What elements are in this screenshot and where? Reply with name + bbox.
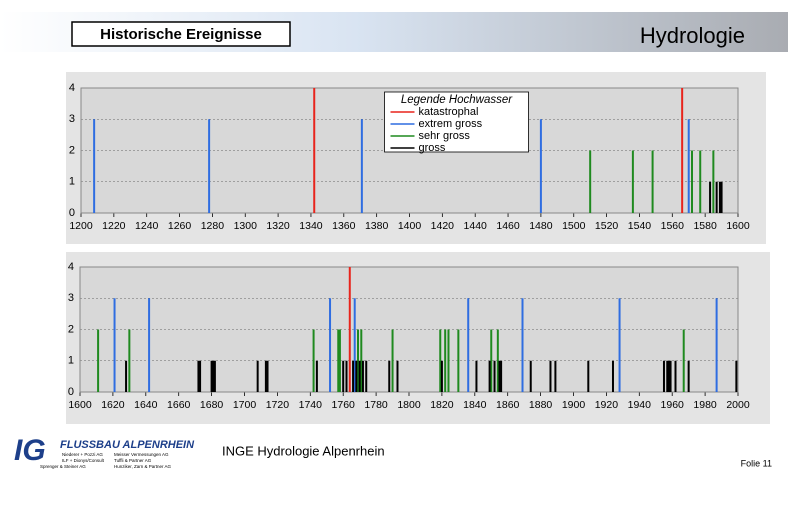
- x-tick-label: 1420: [431, 220, 455, 232]
- y-tick-label: 2: [68, 323, 74, 335]
- slide-number: Folie 11: [741, 458, 772, 468]
- x-tick-label: 1560: [661, 220, 685, 232]
- slide-title: Historische Ereignisse: [100, 26, 262, 43]
- x-tick-label: 1500: [562, 220, 586, 232]
- x-tick-label: 1460: [496, 220, 520, 232]
- x-tick-label: 1800: [397, 399, 421, 411]
- logo-partner: Hunziker, Zarn & Partner AG: [114, 464, 172, 469]
- x-tick-label: 1360: [332, 220, 356, 232]
- logo-initials: IG: [14, 434, 46, 467]
- x-tick-label: 1700: [233, 399, 257, 411]
- y-tick-label: 1: [69, 176, 75, 188]
- title-box: [71, 21, 291, 47]
- x-tick-label: 1260: [168, 220, 192, 232]
- y-tick-label: 3: [68, 292, 74, 304]
- x-tick-label: 1680: [200, 399, 224, 411]
- x-tick-label: 2000: [726, 399, 750, 411]
- x-tick-label: 1540: [628, 220, 652, 232]
- x-tick-label: 1780: [364, 399, 388, 411]
- logo-partner: ILF + Dionys/Consult: [62, 458, 105, 463]
- project-name: INGE Hydrologie Alpenrhein: [222, 443, 385, 458]
- legend-title: Legende Hochwasser: [401, 94, 513, 106]
- x-tick-label: 1720: [266, 399, 290, 411]
- x-tick-label: 1240: [135, 220, 159, 232]
- x-tick-label: 1880: [529, 399, 553, 411]
- y-tick-label: 1: [68, 355, 74, 367]
- legend-label: sehr gross: [419, 130, 471, 142]
- x-tick-label: 1820: [430, 399, 454, 411]
- x-tick-label: 1740: [299, 399, 323, 411]
- x-tick-label: 1660: [167, 399, 191, 411]
- legend-label: extrem gross: [419, 118, 483, 130]
- x-tick-label: 1480: [529, 220, 553, 232]
- x-tick-label: 1340: [299, 220, 323, 232]
- x-tick-label: 1280: [201, 220, 225, 232]
- plot-frame: [80, 87, 739, 214]
- x-tick-label: 1380: [365, 220, 389, 232]
- y-tick-label: 0: [68, 386, 74, 398]
- x-tick-label: 1840: [463, 399, 487, 411]
- x-tick-label: 1900: [562, 399, 586, 411]
- x-tick-label: 1980: [693, 399, 717, 411]
- x-tick-label: 1220: [102, 220, 126, 232]
- x-tick-label: 1920: [595, 399, 619, 411]
- x-tick-label: 1600: [726, 220, 750, 232]
- x-tick-label: 1940: [628, 399, 652, 411]
- y-tick-label: 4: [69, 82, 75, 94]
- x-tick-label: 1320: [266, 220, 290, 232]
- logo-partner: Niederer + Pozzi AG: [62, 452, 103, 457]
- logo-partner: Tuffli & Partner AG: [114, 458, 152, 463]
- x-tick-label: 1600: [68, 399, 92, 411]
- x-tick-label: 1400: [398, 220, 422, 232]
- x-tick-label: 1300: [234, 220, 258, 232]
- y-tick-label: 0: [69, 207, 75, 219]
- x-tick-label: 1960: [661, 399, 685, 411]
- logo-name: FLUSSBAU ALPENRHEIN: [60, 439, 195, 451]
- y-tick-label: 2: [69, 144, 75, 156]
- plot-frame: [79, 266, 739, 393]
- x-tick-label: 1200: [69, 220, 93, 232]
- legend-label: gross: [419, 142, 446, 154]
- legend-label: katastrophal: [419, 106, 479, 118]
- x-tick-label: 1580: [693, 220, 717, 232]
- x-tick-label: 1640: [134, 399, 158, 411]
- logo-partner: Sprenger & Steiner AG: [40, 464, 86, 469]
- x-tick-label: 1440: [464, 220, 488, 232]
- y-tick-label: 3: [69, 113, 75, 125]
- x-tick-label: 1620: [101, 399, 125, 411]
- legend-box: [384, 91, 529, 153]
- logo-partner: Meisser Vermessungen AG: [114, 452, 169, 457]
- x-tick-label: 1760: [332, 399, 356, 411]
- slide-subject: Hydrologie: [640, 23, 745, 48]
- x-tick-label: 1520: [595, 220, 619, 232]
- x-tick-label: 1860: [496, 399, 520, 411]
- y-tick-label: 4: [68, 261, 74, 273]
